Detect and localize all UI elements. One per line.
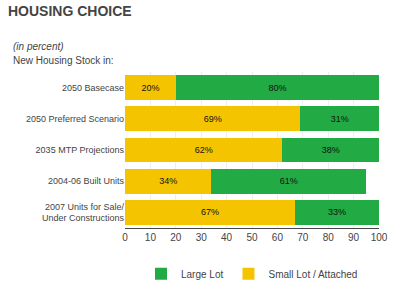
- svg-text:38%: 38%: [322, 145, 340, 155]
- svg-text:Small Lot / Attached: Small Lot / Attached: [268, 269, 357, 280]
- svg-text:70: 70: [297, 232, 309, 243]
- svg-text:Large Lot: Large Lot: [181, 269, 223, 280]
- svg-text:80%: 80%: [268, 83, 286, 93]
- svg-text:100: 100: [371, 232, 388, 243]
- svg-text:61%: 61%: [280, 176, 298, 186]
- svg-text:60: 60: [272, 232, 284, 243]
- svg-text:2050 Basecase: 2050 Basecase: [62, 83, 124, 93]
- svg-text:80: 80: [323, 232, 335, 243]
- svg-text:HOUSING CHOICE: HOUSING CHOICE: [8, 3, 132, 19]
- svg-text:30: 30: [196, 232, 208, 243]
- svg-text:(in percent): (in percent): [13, 41, 64, 52]
- svg-text:2035 MTP Projections: 2035 MTP Projections: [36, 145, 125, 155]
- svg-text:New Housing Stock in:: New Housing Stock in:: [13, 55, 114, 66]
- svg-text:2004-06 Built Units: 2004-06 Built Units: [48, 176, 125, 186]
- svg-text:2007 Units for Sale/Under Cons: 2007 Units for Sale/Under Constructions: [42, 202, 125, 224]
- svg-text:2050 Preferred Scenario: 2050 Preferred Scenario: [26, 114, 124, 124]
- svg-text:69%: 69%: [204, 114, 222, 124]
- svg-text:62%: 62%: [195, 145, 213, 155]
- svg-text:34%: 34%: [159, 176, 177, 186]
- svg-text:90: 90: [348, 232, 360, 243]
- svg-text:33%: 33%: [328, 207, 346, 217]
- svg-text:50: 50: [246, 232, 258, 243]
- svg-text:31%: 31%: [331, 114, 349, 124]
- svg-text:10: 10: [145, 232, 157, 243]
- svg-text:20%: 20%: [141, 83, 159, 93]
- svg-text:20: 20: [170, 232, 182, 243]
- svg-text:40: 40: [221, 232, 233, 243]
- svg-text:0: 0: [122, 232, 128, 243]
- svg-text:67%: 67%: [201, 207, 219, 217]
